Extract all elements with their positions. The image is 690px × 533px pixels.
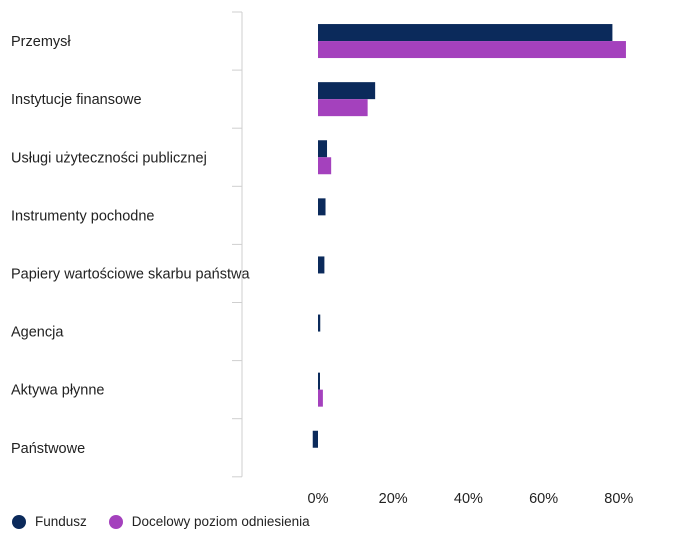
legend-label: Docelowy poziom odniesienia: [131, 514, 310, 529]
bar-fundusz: [318, 256, 325, 274]
category-label: Usługi użyteczności publicznej: [11, 150, 207, 166]
category-label: Agencja: [11, 325, 64, 341]
bar-fundusz: [318, 198, 326, 216]
bar-docelowy-poziom-odniesienia: [318, 41, 626, 59]
x-tick-label: 60%: [529, 491, 558, 507]
x-tick-label: 0%: [308, 491, 329, 507]
legend-marker: [12, 514, 26, 529]
bar-docelowy-poziom-odniesienia: [318, 389, 323, 407]
x-tick-label: 80%: [604, 491, 633, 507]
bar-fundusz: [318, 24, 613, 42]
category-label: Aktywa płynne: [11, 383, 105, 399]
x-tick-label: 20%: [379, 491, 408, 507]
category-label: Państwowe: [11, 441, 85, 457]
bar-fundusz: [318, 372, 320, 390]
legend-item: Docelowy poziom odniesienia: [108, 514, 310, 529]
bar-fundusz: [318, 314, 321, 332]
x-tick-labels: 0% 20% 40% 60% 80%: [308, 491, 634, 507]
axes: [232, 11, 243, 478]
bar-docelowy-poziom-odniesienia: [318, 99, 368, 117]
category-label: Papiery wartościowe skarbu państwa: [11, 266, 250, 282]
category-label: Przemysł: [11, 34, 71, 50]
legend-marker: [108, 514, 123, 529]
legend-label: Fundusz: [35, 514, 87, 529]
category-label: Instrumenty pochodne: [11, 208, 154, 224]
x-tick-label: 40%: [454, 491, 483, 507]
bar-docelowy-poziom-odniesienia: [318, 157, 332, 175]
category-label: Instytucje finansowe: [11, 92, 142, 108]
bar-fundusz: [318, 140, 328, 158]
legend-item: Fundusz: [12, 514, 87, 529]
bar-fundusz: [312, 430, 318, 448]
bar-fundusz: [318, 82, 376, 100]
category-labels: Przemysł Instytucje finansowe Usługi użyte…: [11, 34, 250, 457]
legend: Fundusz Docelowy poziom odniesienia: [12, 514, 332, 529]
bars: [312, 24, 626, 448]
